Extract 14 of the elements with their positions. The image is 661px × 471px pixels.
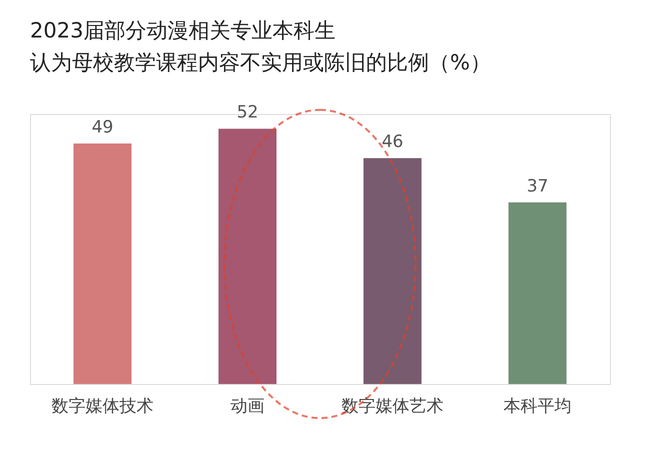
data-label: 46 <box>382 132 404 152</box>
text: 2023届部分动漫相关专业本科生 <box>30 18 336 43</box>
bar <box>218 128 276 384</box>
x-tick-label: 数字媒体艺术 <box>342 396 444 416</box>
data-label: 49 <box>92 117 114 138</box>
bar <box>364 158 422 384</box>
bar <box>508 202 566 384</box>
x-tick-label: 数字媒体技术 <box>52 396 154 416</box>
data-label: 37 <box>526 176 548 196</box>
data-label: 52 <box>236 102 258 123</box>
text: 认为母校教学课程内容不实用或陈旧的比例（%） <box>30 50 491 75</box>
x-tick-label: 动画 <box>230 396 264 416</box>
x-tick-label: 本科平均 <box>504 396 572 416</box>
bar <box>74 143 132 384</box>
